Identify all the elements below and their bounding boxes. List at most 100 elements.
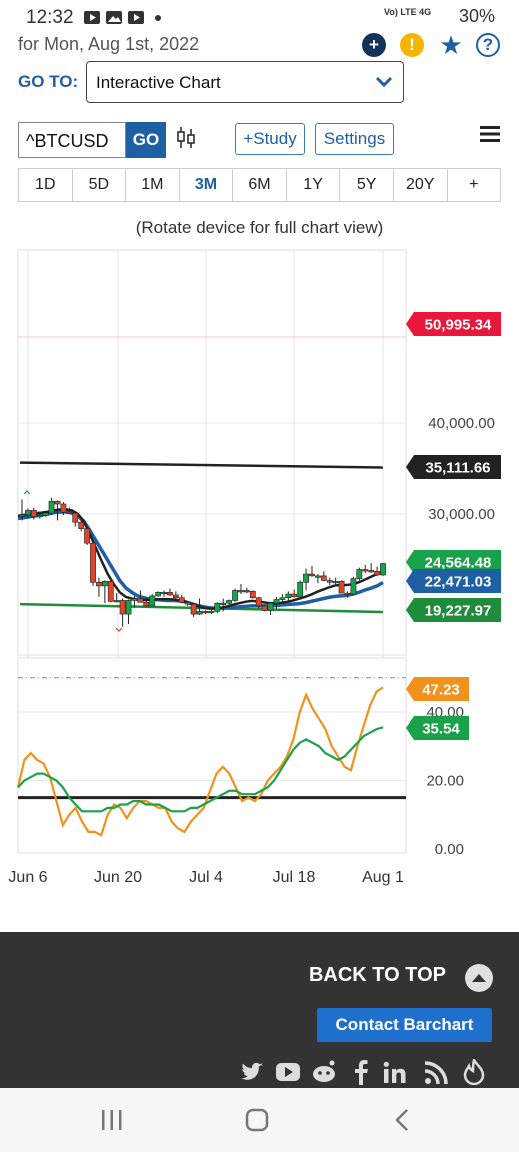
reddit-icon[interactable]: [310, 1058, 338, 1084]
candle: [107, 578, 114, 603]
price-tag: 19,227.97: [406, 598, 501, 622]
candle-body: [196, 611, 203, 615]
range-option-1y[interactable]: 1Y: [287, 169, 341, 201]
indicator-tag-shape: [406, 716, 469, 740]
candle: [273, 596, 280, 609]
candle: [297, 580, 304, 598]
candle: [332, 577, 339, 585]
x-axis-tick: Jul 4: [189, 869, 223, 886]
notification-icons: [84, 9, 164, 32]
candle: [315, 574, 321, 584]
price-tag-label: 35,111.66: [425, 460, 490, 477]
candle: [303, 568, 309, 591]
candle: [119, 598, 126, 627]
help-icon[interactable]: ?: [476, 33, 500, 57]
candle-body: [190, 603, 197, 615]
candle: [54, 500, 61, 521]
price-tag: 24,564.48: [406, 550, 501, 574]
price-tag-label: 24,564.48: [425, 555, 492, 572]
candle-body: [350, 578, 357, 595]
rss-icon[interactable]: [424, 1061, 448, 1085]
goto-dropdown[interactable]: Interactive Chart: [86, 61, 404, 103]
add-icon[interactable]: +: [362, 33, 386, 57]
range-option-5y[interactable]: 5Y: [340, 169, 394, 201]
moving-average-line: [17, 508, 384, 610]
candle-body: [297, 581, 304, 598]
indicator-series-line: [16, 686, 384, 837]
candle: [261, 605, 268, 612]
candle-body: [161, 591, 167, 595]
price-tag-shape: [406, 598, 501, 622]
candle-body: [107, 581, 114, 602]
range-option-1d[interactable]: 1D: [19, 169, 73, 201]
candle-body: [315, 575, 321, 578]
menu-icon[interactable]: [480, 125, 500, 143]
back-icon[interactable]: [394, 1108, 410, 1132]
candle-body: [309, 573, 315, 577]
alert-icon[interactable]: !: [400, 33, 424, 57]
system-navigation-bar: [0, 1088, 519, 1152]
rotate-note: (Rotate device for full chart view): [135, 218, 384, 237]
candle-body: [137, 598, 144, 603]
candle-body: [380, 563, 386, 576]
candle-body: [178, 597, 185, 603]
price-tag-shape: [406, 455, 501, 479]
x-axis-tick: Jul 18: [273, 869, 316, 886]
candle-body: [84, 528, 90, 544]
candle-body: [48, 500, 55, 514]
candle-body: [255, 597, 262, 607]
candle: [320, 571, 327, 582]
candle: [66, 507, 73, 514]
candle: [267, 602, 274, 616]
candle: [25, 508, 31, 519]
candle: [285, 591, 292, 601]
range-option-3m[interactable]: 3M: [180, 169, 234, 201]
candle-body: [374, 571, 380, 576]
linkedin-icon[interactable]: [383, 1061, 407, 1083]
range-option-6m[interactable]: 6M: [233, 169, 287, 201]
contact-barchart-button[interactable]: Contact Barchart: [317, 1008, 492, 1042]
range-option-20y[interactable]: 20Y: [394, 169, 448, 201]
settings-button[interactable]: Settings: [315, 123, 394, 155]
candle-body: [42, 512, 49, 516]
go-button[interactable]: GO: [126, 122, 166, 158]
candle: [137, 590, 144, 603]
home-icon[interactable]: [245, 1108, 269, 1132]
facebook-icon[interactable]: [354, 1059, 368, 1085]
add-study-button[interactable]: +Study: [235, 123, 305, 155]
candle: [36, 514, 43, 519]
candle-body: [202, 611, 209, 614]
candle-body: [113, 600, 120, 603]
star-icon[interactable]: ★: [439, 29, 463, 60]
candle: [125, 599, 132, 625]
twitter-icon[interactable]: [241, 1061, 265, 1083]
candle: [362, 564, 369, 574]
chevron-down-icon: [375, 76, 393, 88]
candle-body: [267, 602, 274, 611]
arrow-up-icon[interactable]: [465, 964, 493, 992]
barchart-icon[interactable]: [462, 1059, 486, 1085]
price-chart[interactable]: 40,000.00 30,000.00 50,995.34 35,111.66 24,5…: [0, 248, 519, 898]
candle: [338, 580, 345, 594]
range-option-5d[interactable]: 5D: [73, 169, 127, 201]
candle-body: [238, 590, 244, 593]
price-tag-label: 22,471.03: [425, 574, 492, 591]
back-to-top-link[interactable]: BACK TO TOP: [308, 964, 446, 986]
candle-body: [285, 593, 292, 599]
candle-body: [167, 591, 173, 596]
range-option-more[interactable]: +: [469, 176, 479, 193]
candle: [178, 594, 185, 604]
candle-body: [184, 601, 191, 605]
range-option-1m[interactable]: 1M: [126, 169, 180, 201]
candlestick-type-icon[interactable]: [175, 126, 197, 150]
trend-line: [19, 461, 384, 469]
candle: [172, 591, 179, 600]
candle: [96, 577, 102, 597]
symbol-input[interactable]: ^BTCUSD: [18, 122, 126, 158]
candle-body: [125, 600, 132, 615]
goto-selected-value: Interactive Chart: [96, 73, 221, 92]
candle: [249, 590, 256, 599]
recent-apps-icon[interactable]: [101, 1110, 123, 1130]
candle-body: [220, 602, 227, 605]
youtube-icon[interactable]: [276, 1062, 300, 1082]
